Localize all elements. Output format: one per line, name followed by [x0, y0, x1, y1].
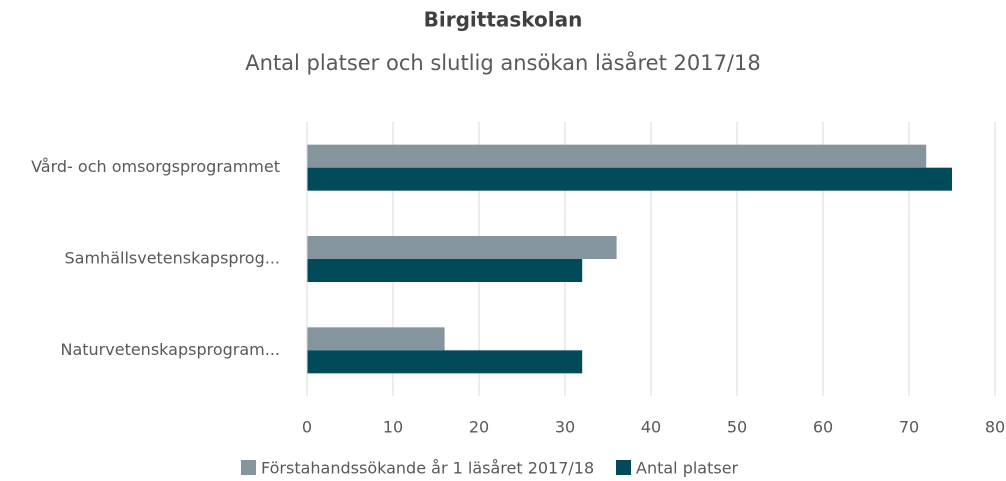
chart-title: Birgittaskolan — [424, 8, 583, 32]
x-tick-label: 70 — [899, 418, 919, 437]
x-tick-label: 40 — [641, 418, 661, 437]
legend-label: Antal platser — [636, 459, 739, 478]
bar — [307, 259, 583, 282]
bar — [307, 350, 583, 374]
y-tick-label: Samhällsvetenskapsprog... — [65, 249, 281, 268]
y-tick-label: Vård- och omsorgsprogrammet — [31, 157, 280, 176]
x-tick-label: 30 — [555, 418, 575, 437]
x-tick-label: 60 — [813, 418, 833, 437]
legend-swatch — [616, 460, 631, 475]
x-tick-label: 50 — [727, 418, 747, 437]
legend-swatch — [241, 460, 256, 475]
x-tick-label: 0 — [302, 418, 312, 437]
bar — [307, 144, 927, 168]
y-tick-label: Naturvetenskapsprogram... — [60, 340, 280, 359]
bar — [307, 327, 445, 351]
x-tick-label: 20 — [469, 418, 489, 437]
bar — [307, 167, 952, 191]
legend-label: Förstahandssökande år 1 läsåret 2017/18 — [261, 459, 594, 478]
bar — [307, 236, 617, 259]
x-tick-label: 80 — [985, 418, 1005, 437]
x-tick-label: 10 — [383, 418, 403, 437]
chart-subtitle: Antal platser och slutlig ansökan läsåre… — [245, 50, 760, 75]
